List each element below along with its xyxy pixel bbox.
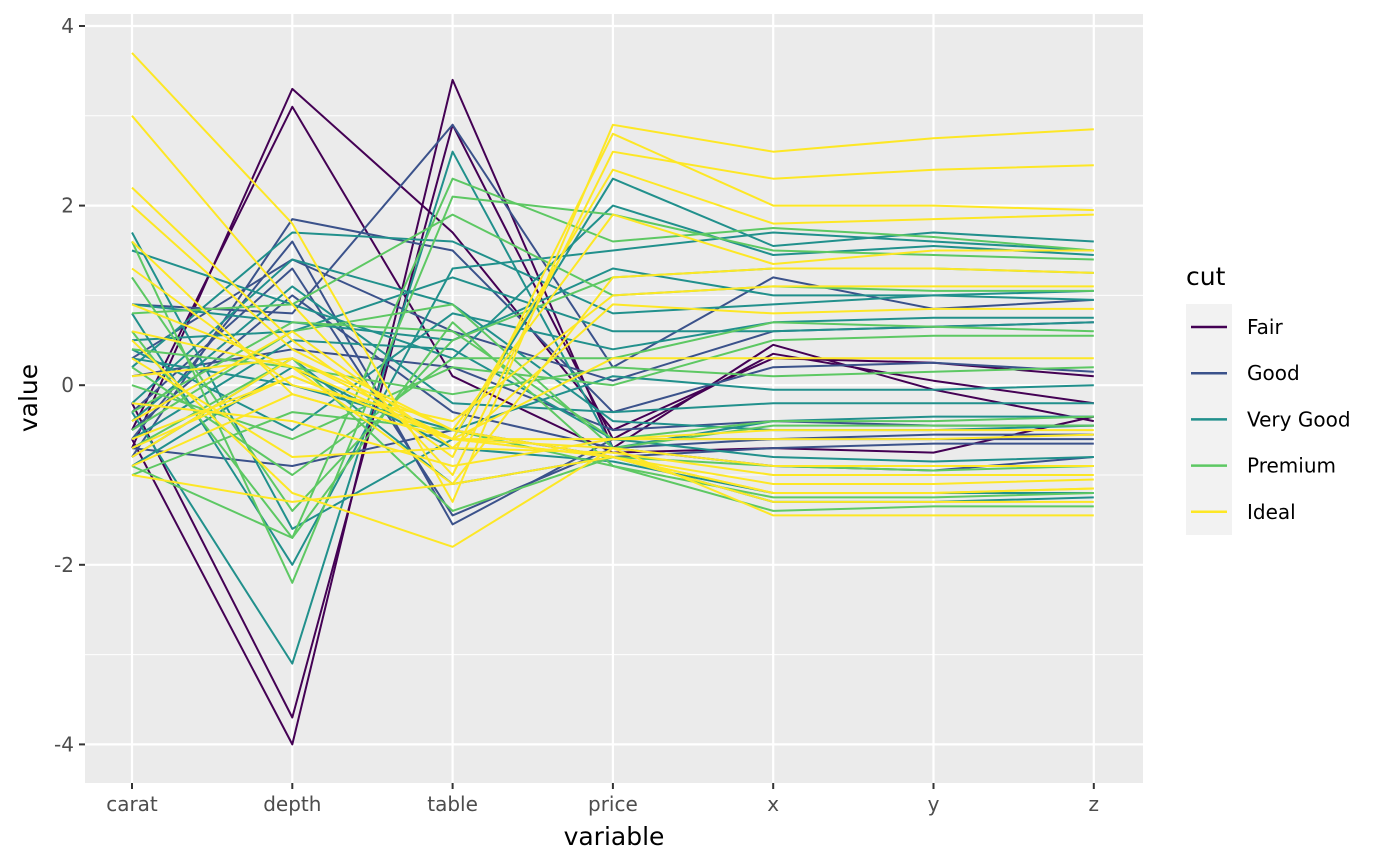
series-line-ideal bbox=[131, 330, 1094, 441]
legend-label: Ideal bbox=[1247, 500, 1296, 524]
x-tick-label: table bbox=[427, 792, 478, 816]
series-line-ideal bbox=[131, 330, 1094, 476]
x-tick-label: carat bbox=[106, 792, 158, 816]
series-line-premium bbox=[131, 411, 1094, 499]
y-axis: -4 -2 0 2 4 bbox=[54, 14, 85, 756]
series-line-very-good bbox=[131, 177, 1094, 530]
series-line-very-good bbox=[131, 312, 1094, 432]
series-line-ideal bbox=[131, 52, 1094, 503]
y-tick-label: -4 bbox=[54, 732, 74, 756]
legend-title: cut bbox=[1186, 262, 1226, 291]
series-line-ideal bbox=[131, 402, 1094, 467]
series-lines bbox=[131, 52, 1095, 746]
legend-label: Premium bbox=[1247, 454, 1336, 478]
y-tick-label: 0 bbox=[61, 373, 74, 397]
legend: cut Fair Good Very Good Premium Ideal bbox=[1186, 262, 1351, 535]
legend-label: Fair bbox=[1247, 315, 1283, 339]
series-line-very-good bbox=[131, 285, 1094, 422]
series-line-ideal bbox=[131, 303, 1094, 458]
y-tick-label: 4 bbox=[61, 14, 74, 38]
x-tick-label: price bbox=[588, 792, 638, 816]
legend-entries: Fair Good Very Good Premium Ideal bbox=[1191, 315, 1351, 524]
major-gridlines bbox=[85, 14, 1143, 783]
x-tick-label: depth bbox=[263, 792, 321, 816]
series-line-ideal bbox=[131, 375, 1094, 494]
x-tick-label: z bbox=[1089, 792, 1100, 816]
series-line-ideal bbox=[131, 267, 1094, 423]
x-axis-title: variable bbox=[564, 822, 665, 851]
series-line-premium bbox=[131, 334, 1094, 441]
x-axis: carat depth table price x y z bbox=[106, 783, 1099, 816]
series-line-ideal bbox=[131, 204, 1094, 432]
series-line-ideal bbox=[131, 115, 1094, 476]
x-tick-label: x bbox=[767, 792, 779, 816]
legend-label: Good bbox=[1247, 361, 1300, 385]
series-line-ideal bbox=[131, 132, 1094, 458]
y-tick-label: 2 bbox=[61, 194, 74, 218]
y-tick-label: -2 bbox=[54, 553, 74, 577]
x-tick-label: y bbox=[928, 792, 940, 816]
y-axis-title: value bbox=[14, 364, 43, 432]
series-line-very-good bbox=[131, 231, 1094, 566]
legend-label: Very Good bbox=[1247, 407, 1351, 431]
